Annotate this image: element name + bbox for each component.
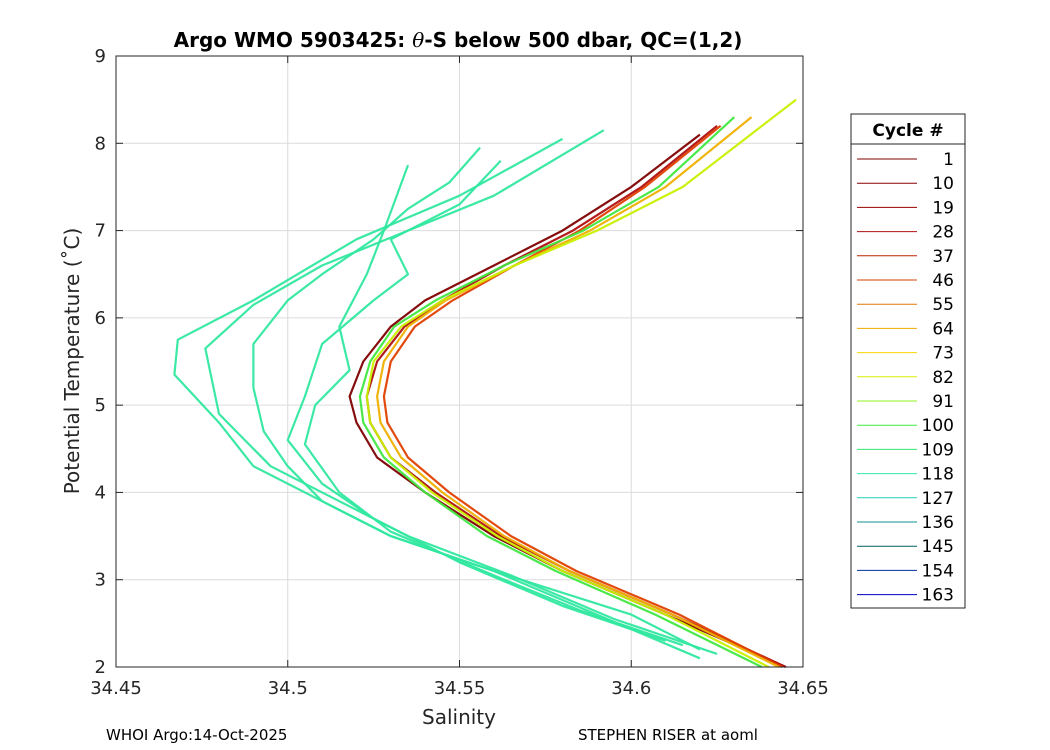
- y-tick-label: 9: [95, 46, 106, 67]
- legend-title: Cycle #: [872, 121, 943, 141]
- y-tick-label: 6: [95, 308, 106, 329]
- y-tick-label: 8: [95, 133, 106, 154]
- legend-label: 37: [932, 247, 954, 267]
- legend-label: 145: [922, 537, 954, 557]
- y-tick-label: 5: [95, 395, 106, 416]
- legend-label: 109: [922, 440, 954, 460]
- legend-label: 82: [932, 368, 954, 388]
- legend: Cycle # 1 10 19 28 37 46 55 64 73 82 91 100 109 118 12…: [850, 113, 966, 609]
- y-tick-label: 7: [95, 221, 106, 242]
- y-axis-label: Potential Temperature (˚C): [60, 228, 84, 495]
- legend-label: 10: [932, 174, 954, 194]
- x-tick-label: 34.6: [611, 678, 651, 699]
- legend-entries: 1 10 19 28 37 46 55 64 73 82 91 100 109 118 127 136 145 1…: [857, 150, 954, 606]
- series-line: [358, 116, 763, 668]
- legend-label: 1: [943, 150, 954, 170]
- legend-label: 100: [922, 416, 954, 436]
- series-line: [286, 159, 666, 642]
- legend-label: 46: [932, 271, 954, 291]
- x-tick-label: 34.55: [434, 678, 486, 699]
- series-line: [252, 146, 701, 660]
- series-line: [376, 116, 780, 668]
- x-axis-label: Salinity: [422, 705, 496, 729]
- chart-title: Argo WMO 5903425: θ-S below 500 dbar, QC…: [174, 28, 743, 52]
- legend-label: 64: [932, 319, 954, 339]
- series-lines: [173, 98, 797, 669]
- x-tick-label: 34.5: [268, 678, 308, 699]
- legend-label: 118: [922, 465, 954, 485]
- legend-label: 91: [932, 392, 954, 412]
- x-tick-label: 34.45: [90, 678, 142, 699]
- legend-label: 28: [932, 223, 954, 243]
- legend-label: 127: [922, 489, 954, 509]
- chart-title-prefix: Argo WMO 5903425:: [174, 28, 413, 52]
- legend-label: 163: [922, 586, 954, 606]
- footer-right-credit: STEPHEN RISER at aoml: [578, 726, 758, 744]
- legend-label: 136: [922, 513, 954, 533]
- series-line: [365, 98, 797, 668]
- grid: [116, 56, 803, 667]
- footer-left-credit: WHOI Argo:14-Oct-2025: [106, 726, 288, 744]
- chart-title-theta: θ: [412, 28, 424, 52]
- series-line: [303, 164, 684, 647]
- legend-box: [850, 113, 966, 609]
- y-tick-label: 4: [95, 482, 106, 503]
- legend-label: 19: [932, 198, 954, 218]
- y-tick-label: 2: [95, 657, 106, 678]
- legend-label: 55: [932, 295, 954, 315]
- x-tick-label: 34.65: [777, 678, 829, 699]
- legend-label: 73: [932, 344, 954, 364]
- legend-label: 154: [922, 561, 954, 581]
- chart-title-suffix: -S below 500 dbar, QC=(1,2): [424, 28, 742, 52]
- axis-ticks: 34.45 34.5 34.55 34.6 34.65 2 3 4 5 6 7 8 9: [90, 46, 829, 699]
- y-tick-label: 3: [95, 570, 106, 591]
